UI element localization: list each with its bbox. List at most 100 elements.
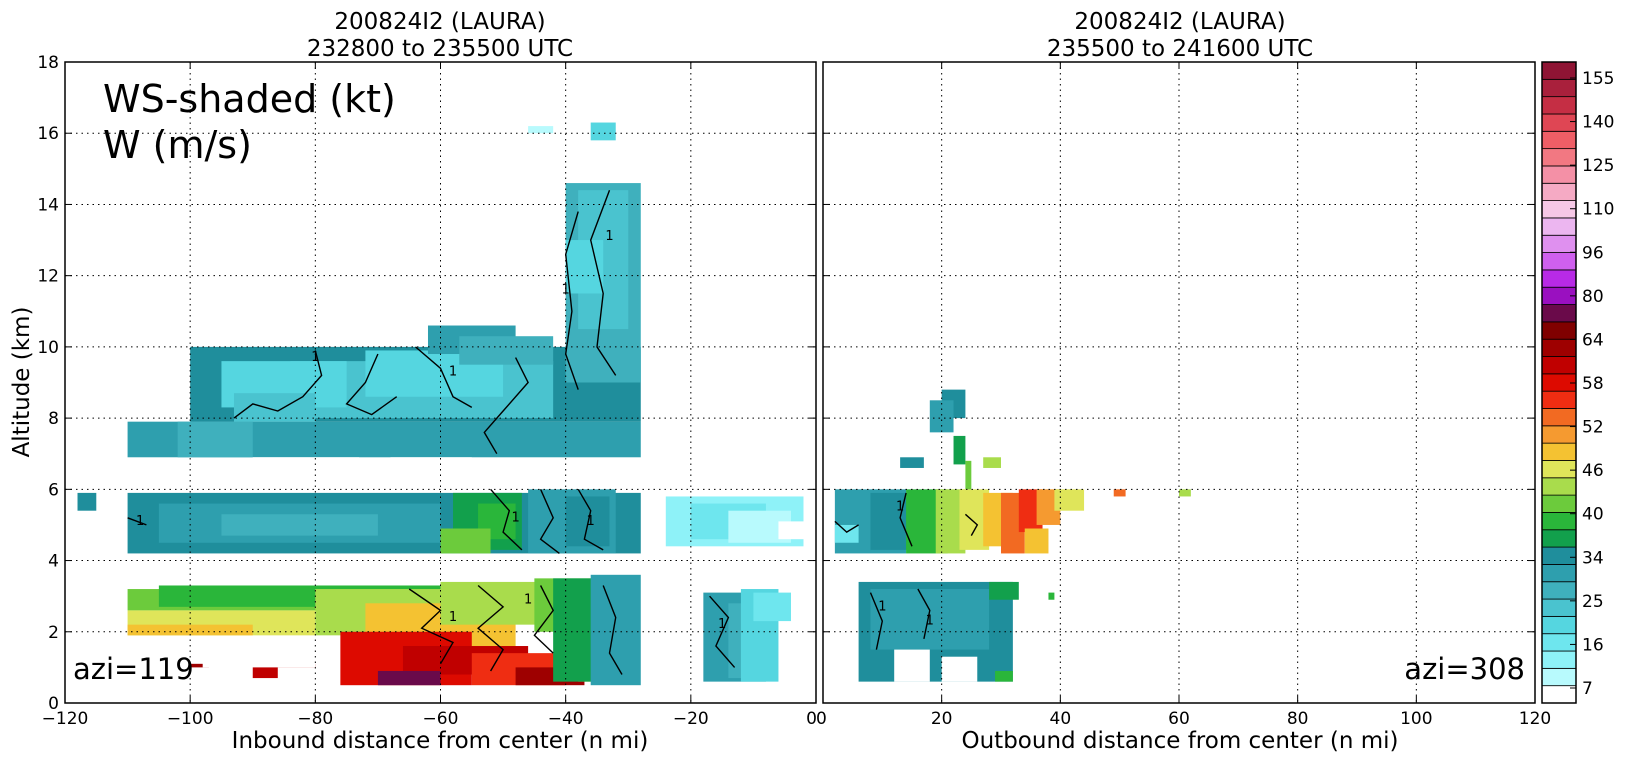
wind-speed-cell <box>953 435 966 465</box>
colorbar-swatch <box>1541 442 1577 461</box>
vertical-velocity-contour <box>477 584 505 672</box>
vertical-velocity-contour <box>589 189 617 376</box>
colorbar-swatch <box>1541 234 1577 253</box>
colorbar-swatch <box>1541 321 1577 340</box>
colorbar-swatch <box>1541 546 1577 565</box>
colorbar-label: 58 <box>1582 374 1604 394</box>
x-tick-label: −20 <box>673 709 709 729</box>
colorbar-swatch <box>1541 96 1577 115</box>
wind-speed-cell <box>1179 489 1191 497</box>
vertical-velocity-contour <box>834 520 859 533</box>
y-tick-label: 2 <box>48 623 59 643</box>
colorbar-swatch <box>1541 130 1577 150</box>
y-tick-label: 6 <box>48 480 59 500</box>
wind-speed-cell <box>1113 489 1126 497</box>
wind-speed-cell <box>177 421 253 458</box>
left-legend-line2: W (m/s) <box>103 123 252 167</box>
x-tick-label: −120 <box>42 709 89 729</box>
colorbar-label: 40 <box>1582 505 1604 525</box>
colorbar-swatch <box>1541 217 1577 236</box>
vertical-velocity-contour <box>564 211 579 390</box>
wind-speed-cell <box>1024 528 1049 554</box>
right-grid <box>823 62 1535 703</box>
y-tick-label: 8 <box>48 409 59 429</box>
left-legend-line1: WS-shaded (kt) <box>103 77 396 121</box>
colorbar-label: 16 <box>1582 635 1604 655</box>
y-tick-label: 10 <box>37 338 59 358</box>
colorbar-swatch <box>1541 512 1577 531</box>
vertical-velocity-contour <box>408 588 454 665</box>
wind-speed-cell <box>590 574 641 686</box>
contour-label: 1 <box>511 510 519 525</box>
wind-speed-cell <box>995 670 1013 682</box>
wind-speed-cell <box>870 589 990 650</box>
right-wind-speed-field: 1 1 1 <box>834 389 1191 682</box>
colorbar-swatch <box>1541 252 1577 271</box>
colorbar-label: 34 <box>1582 548 1604 568</box>
vertical-velocity-contour <box>483 357 529 455</box>
colorbar-label: 52 <box>1582 418 1604 438</box>
y-tick-label: 18 <box>37 53 59 73</box>
left-grid <box>65 62 816 703</box>
wind-speed-cell <box>1054 489 1085 511</box>
contour-label: 1 <box>878 599 886 614</box>
colorbar-swatch <box>1541 477 1577 496</box>
colorbar-swatch <box>1541 78 1577 98</box>
colorbar-swatch <box>1541 615 1577 635</box>
vertical-velocity-contour <box>602 585 623 675</box>
x-tick-label: −40 <box>548 709 584 729</box>
vertical-velocity-contour <box>345 353 398 416</box>
x-tick-label: 0 <box>816 709 827 729</box>
wind-speed-cell <box>528 126 554 134</box>
vertical-velocity-contour <box>233 350 323 419</box>
wind-speed-cell <box>377 670 441 686</box>
colorbar-label: 80 <box>1582 287 1604 307</box>
colorbar-label: 96 <box>1582 243 1604 263</box>
colorbar-swatch <box>1541 338 1577 357</box>
x-tick-label: 0 <box>806 709 817 729</box>
wind-speed-cell <box>983 457 1001 468</box>
vertical-velocity-contour <box>415 346 473 409</box>
wind-speed-cell <box>834 524 859 543</box>
wind-speed-cell <box>1048 592 1055 600</box>
x-tick-label: 120 <box>1519 709 1551 729</box>
contour-label: 1 <box>449 610 457 625</box>
wind-speed-cell <box>1001 492 1025 554</box>
colorbar-label: 25 <box>1582 592 1604 612</box>
colorbar-label: 7 <box>1582 679 1593 699</box>
contour-label: 1 <box>449 364 457 379</box>
right-title-line1: 200824I2 (LAURA) <box>1074 9 1285 35</box>
left-title-line1: 200824I2 (LAURA) <box>334 9 545 35</box>
wind-speed-cell <box>221 514 378 536</box>
colorbar-swatch <box>1541 61 1577 80</box>
vertical-velocity-contour <box>490 488 523 551</box>
right-x-axis-label: Outbound distance from center (n mi) <box>962 728 1399 754</box>
contour-label: 1 <box>718 617 726 632</box>
x-tick-label: 60 <box>1168 709 1190 729</box>
right-azimuth-annotation: azi=308 <box>1404 652 1525 686</box>
colorbar-swatch <box>1541 460 1577 479</box>
colorbar-swatch <box>1541 200 1577 219</box>
colorbar-swatch <box>1541 650 1577 669</box>
data-gap <box>390 457 472 468</box>
left-panel: 200824I2 (LAURA) 232800 to 235500 UTC 11… <box>9 9 817 754</box>
right-title-line2: 235500 to 241600 UTC <box>1047 36 1313 62</box>
colorbar-swatch <box>1541 598 1577 617</box>
right-panel: 200824I2 (LAURA) 235500 to 241600 UTC 11… <box>816 9 1551 754</box>
vertical-velocity-contour <box>533 585 555 654</box>
wind-speed-cell <box>965 460 972 490</box>
data-gap <box>252 457 360 468</box>
x-tick-label: −80 <box>297 709 333 729</box>
wind-speed-cell <box>1036 489 1061 525</box>
wind-speed-cell <box>989 581 1019 600</box>
colorbar-swatch <box>1541 633 1577 652</box>
colorbar-label: 46 <box>1582 461 1604 481</box>
colorbar-swatch <box>1541 304 1577 323</box>
wind-speed-cell <box>590 122 616 141</box>
x-tick-label: −100 <box>167 709 214 729</box>
x-tick-label: 40 <box>1050 709 1072 729</box>
contour-label: 1 <box>311 350 319 365</box>
vertical-velocity-contour <box>127 517 147 526</box>
colorbar-swatch <box>1541 113 1577 132</box>
